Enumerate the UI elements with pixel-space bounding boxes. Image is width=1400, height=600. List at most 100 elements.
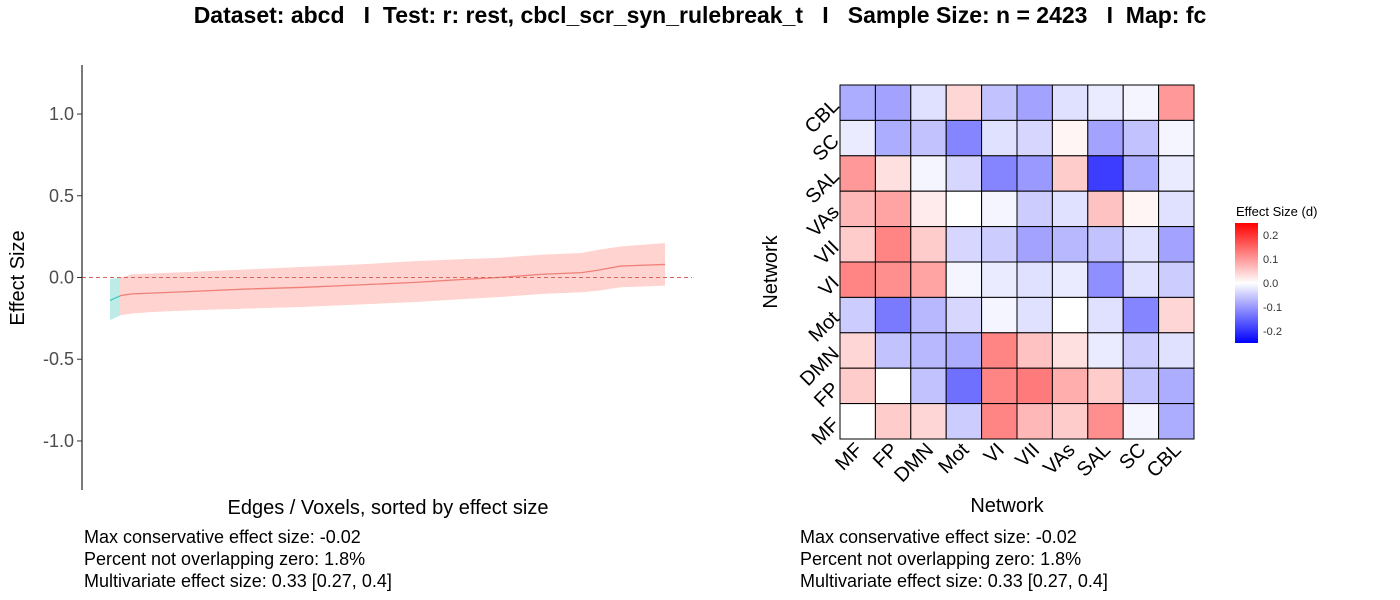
heatmap-cell: [945, 296, 983, 334]
right-caption-multivariate: Multivariate effect size: 0.33 [0.27, 0.…: [800, 571, 1108, 591]
heatmap-cell: [839, 155, 876, 192]
heatmap-x-tick-label: VAs: [1039, 439, 1079, 479]
heatmap-cell: [1016, 190, 1053, 228]
heatmap-cell: [1158, 403, 1195, 440]
heatmap-cell: [1158, 296, 1195, 334]
heatmap-cell: [1122, 84, 1160, 121]
heatmap-cell: [945, 332, 983, 369]
heatmap-cell: [1158, 84, 1195, 121]
heatmap-y-tick-label: MF: [808, 414, 844, 450]
heatmap-cell: [1122, 261, 1160, 298]
heatmap-cell: [981, 119, 1018, 157]
effect-size-line-chart: -1.0 -0.5 0.0 0.5 1.0 Edges / Voxels, sorted…: [7, 65, 692, 519]
heatmap-x-tick-label: MF: [831, 439, 867, 475]
heatmap-cell: [1016, 84, 1053, 121]
heatmap-cell: [1158, 119, 1195, 157]
heatmap-x-tick-label: CBL: [1143, 439, 1186, 482]
heatmap-cell: [1122, 190, 1160, 228]
heatmap-cell: [1087, 403, 1124, 440]
right-caption-percent-nonoverlap: Percent not overlapping zero: 1.8%: [800, 549, 1082, 569]
chart-title: Dataset: abcd I Test: r: rest, cbcl_scr_…: [193, 2, 1207, 28]
legend-tick-label: -0.2: [1263, 326, 1282, 338]
heatmap-x-tick-label: Mot: [934, 439, 973, 478]
heatmap-y-tick-label: SAL: [801, 166, 843, 208]
heatmap-cell: [1122, 119, 1160, 157]
heatmap-y-tick-label: CBL: [801, 95, 844, 138]
heatmap-cell: [839, 84, 876, 121]
heatmap-cell: [981, 332, 1018, 369]
heatmap-cell: [1087, 226, 1124, 263]
heatmap-cell: [1122, 155, 1160, 192]
heatmap-cell: [1087, 84, 1124, 121]
heatmap-x-tick-label: SAL: [1073, 439, 1115, 481]
heatmap-cell: [839, 403, 876, 440]
heatmap-cell: [910, 84, 947, 121]
heatmap-cell: [1051, 84, 1089, 121]
heatmap-cell: [981, 296, 1018, 334]
heatmap-cell: [1051, 332, 1089, 369]
heatmap-cell: [981, 226, 1018, 263]
heatmap-cell: [874, 261, 912, 298]
heatmap-cell: [945, 119, 983, 157]
legend-tick-label: 0.1: [1263, 254, 1278, 266]
heatmap-cell: [1158, 367, 1195, 405]
heatmap-cell: [1051, 226, 1089, 263]
heatmap-cell: [1158, 190, 1195, 228]
heatmap-cell: [1122, 403, 1160, 440]
heatmap-cell: [945, 84, 983, 121]
heatmap-cell: [839, 119, 876, 157]
heatmap-cell: [1016, 155, 1053, 192]
x-axis-title: Edges / Voxels, sorted by effect size: [228, 497, 549, 519]
heatmap-cell: [1051, 261, 1089, 298]
legend-tick-label: 0.0: [1263, 278, 1278, 290]
heatmap-cell: [839, 226, 876, 263]
heatmap-cell: [910, 155, 947, 192]
heatmap-cell: [910, 403, 947, 440]
y-tick-label: 0.0: [49, 268, 74, 288]
heatmap-cell: [1158, 332, 1195, 369]
heatmap-x-tick-label: VII: [1011, 439, 1044, 472]
heatmap-cell: [839, 332, 876, 369]
heatmap-x-tick-label: DMN: [890, 439, 938, 487]
heatmap-cell: [981, 190, 1018, 228]
heatmap-cell: [945, 403, 983, 440]
heatmap-cell: [874, 84, 912, 121]
heatmap-cell: [1122, 296, 1160, 334]
heatmap-x-axis-title: Network: [970, 495, 1044, 517]
heatmap-cell: [945, 261, 983, 298]
heatmap-cell: [945, 190, 983, 228]
heatmap-cell: [1016, 332, 1053, 369]
heatmap-y-tick-label: VI: [815, 272, 844, 301]
heatmap-y-tick-label: Mot: [805, 307, 844, 346]
heatmap-cell: [1158, 155, 1195, 192]
heatmap-y-tick-label: DMN: [796, 343, 844, 391]
heatmap-cell: [1051, 155, 1089, 192]
heatmap-cell: [874, 332, 912, 369]
heatmap-cell: [1122, 226, 1160, 263]
right-caption: Max conservative effect size: -0.02 Perc…: [800, 526, 1108, 592]
left-caption: Max conservative effect size: -0.02 Perc…: [84, 526, 392, 592]
left-caption-percent-nonoverlap: Percent not overlapping zero: 1.8%: [84, 549, 366, 569]
heatmap-cell: [874, 403, 912, 440]
heatmap-cell: [1051, 403, 1089, 440]
left-caption-max-conservative: Max conservative effect size: -0.02: [84, 527, 361, 547]
heatmap-cell: [1087, 155, 1124, 192]
heatmap-cell: [981, 403, 1018, 440]
heatmap-cell: [1016, 367, 1053, 405]
heatmap-cell: [981, 261, 1018, 298]
heatmap-cell: [1087, 261, 1124, 298]
heatmap-cell: [874, 296, 912, 334]
heatmap-cell: [874, 190, 912, 228]
heatmap-y-tick-label: VII: [811, 237, 844, 270]
heatmap-cell: [1122, 367, 1160, 405]
heatmap-cell: [910, 367, 947, 405]
heatmap-cell: [874, 226, 912, 263]
heatmap-cell: [910, 296, 947, 334]
effect-line-overlap: [119, 263, 666, 297]
heatmap-cell: [839, 367, 876, 405]
heatmap-cell: [839, 190, 876, 228]
heatmap-cell: [1051, 119, 1089, 157]
heatmap-cell: [1016, 119, 1053, 157]
right-caption-max-conservative: Max conservative effect size: -0.02: [800, 527, 1077, 547]
